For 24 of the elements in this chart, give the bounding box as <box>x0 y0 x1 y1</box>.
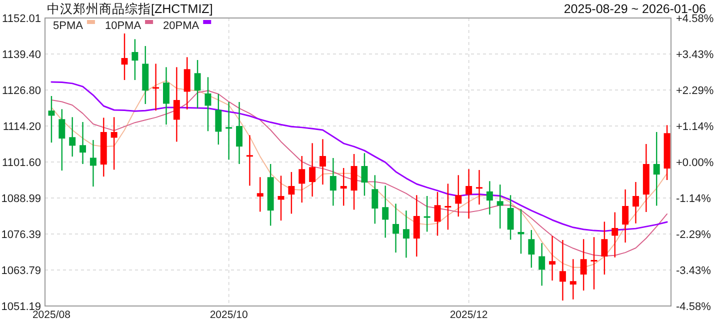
y-tick-label: 1152.01 <box>2 13 41 25</box>
y2-tick-label: -1.14% <box>676 192 712 205</box>
y-tick-label: 1076.39 <box>1 229 41 242</box>
y2-tick-label: -2.29% <box>676 229 712 241</box>
y2-tick-label: -4.58% <box>676 301 712 313</box>
legend-label: 20PMA <box>163 20 200 32</box>
legend-label: 10PMA <box>104 20 142 32</box>
y-tick-label: 1101.60 <box>2 157 41 169</box>
y-tick-label: 1088.99 <box>1 193 41 206</box>
y-tick-label: 1114.20 <box>2 121 41 134</box>
y2-tick-label: -3.43% <box>676 264 712 277</box>
y2-tick-label: +0.00% <box>676 157 714 169</box>
x-tick-label: 2025/12 <box>450 309 488 320</box>
legend-label: 5PMA <box>53 20 84 32</box>
y2-tick-label: +1.14% <box>676 121 714 134</box>
y2-tick-label: +4.58% <box>676 13 714 25</box>
x-tick-label: 2025/10 <box>210 309 248 320</box>
x-tick-label: 2025/08 <box>32 309 71 320</box>
y2-tick-label: +2.29% <box>676 85 714 97</box>
y2-tick-label: +3.43% <box>676 49 714 62</box>
y-tick-label: 1139.40 <box>2 49 41 62</box>
chart-title: 中汉郑州商品综指[ZHCTMIZ] <box>47 2 213 16</box>
y-tick-label: 1126.80 <box>2 85 41 98</box>
y-tick-label: 1063.79 <box>1 265 41 278</box>
